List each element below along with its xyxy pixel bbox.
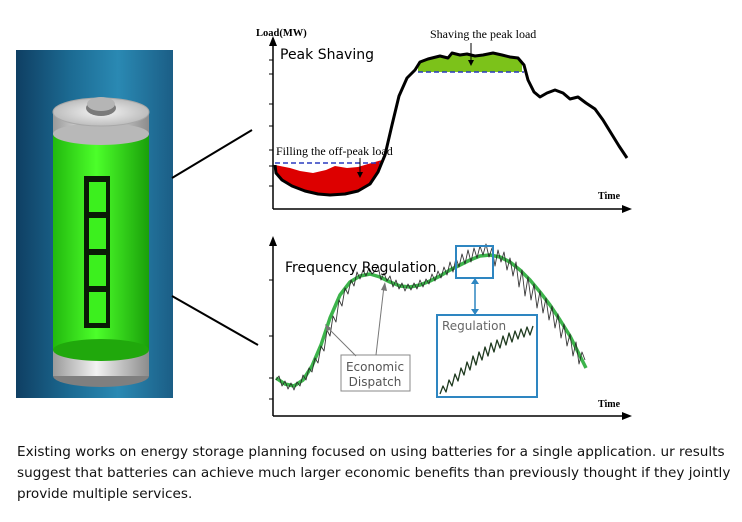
top-y-axis-arrow [269,36,277,46]
economic-dispatch-label-line1: Economic [346,360,404,374]
dispatch-pointer-left [326,326,357,357]
bottom-y-ticks [269,279,273,400]
battery-icon [52,97,150,387]
economic-dispatch-label-line2: Dispatch [349,375,402,389]
top-y-ticks [269,59,273,187]
peak-annotation-arrowhead [468,60,474,66]
bottom-chart-title: Frequency Regulation [285,260,437,276]
connector-line-bottom [171,295,259,346]
frequency-regulation-chart: Frequency Regulation Regulation Economic… [269,236,632,420]
bottom-x-axis-label: Time [598,399,621,410]
dispatch-pointer-left-arrowhead [325,324,331,332]
bottom-y-axis-arrow [269,236,277,246]
top-x-axis-arrow [622,205,632,213]
dispatch-pointer-right-arrowhead [381,282,387,291]
peak-shaving-chart: Load(MW) Peak Shaving Shaving the peak l… [256,27,632,213]
offpeak-annotation-arrowhead [357,172,363,178]
economic-dispatch-box [340,354,411,392]
zoom-connector-arrow-up [471,278,479,284]
dispatch-pointer-right [375,285,385,356]
offpeak-annotation-text: Filling the off-peak load [276,144,393,158]
peak-annotation-text: Shaving the peak load [430,27,536,41]
figure-caption: Existing works on energy storage plannin… [17,444,731,502]
connector-line-top [171,129,253,179]
regulation-zoom-label: Regulation [442,319,506,333]
top-chart-title: Peak Shaving [280,47,374,63]
zoom-connector-arrow-down [471,309,479,315]
load-curve [273,51,629,197]
top-x-axis-label: Time [598,191,621,202]
bottom-x-axis-arrow [622,412,632,420]
top-y-axis-label: Load(MW) [256,28,307,39]
zoom-box-small [455,245,494,279]
regulation-zoom-curve [439,325,534,395]
offpeak-fill-area [275,160,382,195]
regulation-zoom-box [436,314,538,398]
